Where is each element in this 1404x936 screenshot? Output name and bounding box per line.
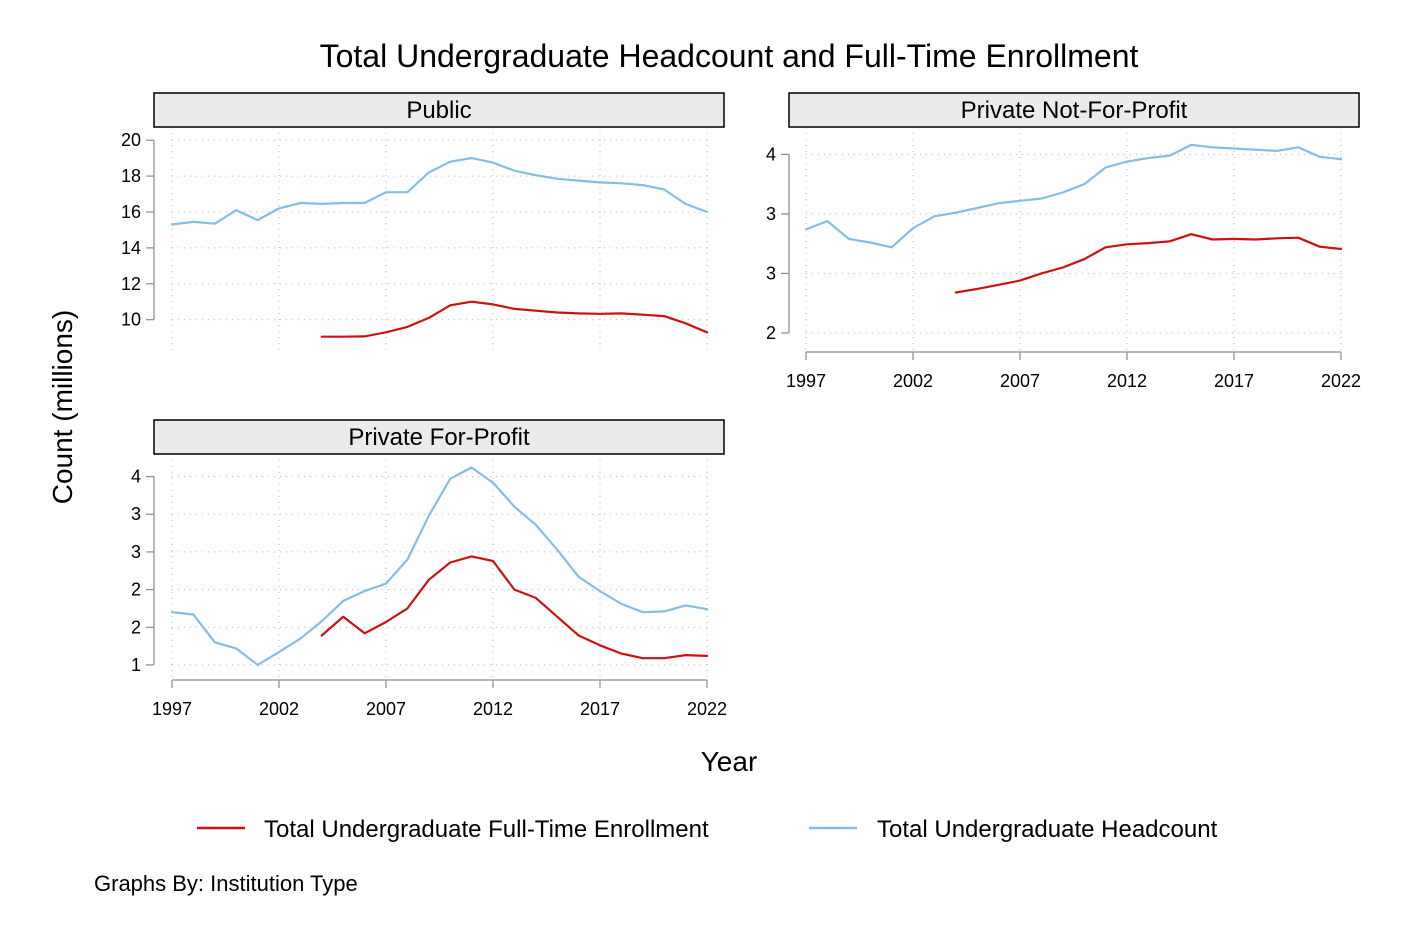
y-tick-label: 2: [131, 580, 141, 600]
y-tick-label: 3: [766, 204, 776, 224]
y-tick-label: 18: [121, 166, 141, 186]
panel-private-for-profit: Private For-Profit 1 2 2 3 3 4 1997 2002 2007 2012…: [131, 419, 727, 719]
x-tick-label: 2022: [1321, 371, 1361, 391]
y-tick-label: 2: [766, 323, 776, 343]
panel-public: Public 10 12 14 16 18 20: [121, 92, 725, 352]
legend: Total Undergraduate Full-Time Enrollment…: [197, 816, 1218, 843]
series-line-private-for-profit-total-undergraduate-full-time-enrollment: [320, 555, 709, 660]
strip-label-private-not-for-profit: Private Not-For-Profit: [961, 97, 1188, 124]
x-tick-label: 1997: [786, 371, 826, 391]
x-tick-label: 2012: [1107, 371, 1147, 391]
strip-label-private-for-profit: Private For-Profit: [348, 424, 530, 451]
series-line-private-not-for-profit-total-undergraduate-headcount: [804, 143, 1343, 249]
graphs-by-note: Graphs By: Institution Type: [94, 871, 358, 896]
x-tick-label: 2002: [893, 371, 933, 391]
series-line-public-total-undergraduate-headcount: [170, 157, 709, 226]
y-tick-label: 16: [121, 202, 141, 222]
x-tick-label: 2022: [687, 699, 727, 719]
legend-label-headcount: Total Undergraduate Headcount: [877, 816, 1218, 843]
y-tick-label: 3: [131, 542, 141, 562]
y-tick-label: 20: [121, 130, 141, 150]
strip-private-for-profit: [153, 419, 725, 455]
strip-private-not-for-profit: [788, 92, 1360, 128]
x-tick-label: 2002: [259, 699, 299, 719]
y-tick-label: 10: [121, 310, 141, 330]
x-tick-label: 2017: [1214, 371, 1254, 391]
strip-label-public: Public: [406, 97, 471, 124]
y-tick-label: 14: [121, 238, 141, 258]
y-tick-label: 4: [766, 144, 776, 164]
x-tick-label: 1997: [152, 699, 192, 719]
y-tick-label: 2: [131, 617, 141, 637]
series-line-private-for-profit-total-undergraduate-headcount: [170, 466, 709, 667]
x-tick-label: 2007: [366, 699, 406, 719]
x-tick-label: 2012: [473, 699, 513, 719]
y-tick-label: 1: [131, 655, 141, 675]
y-axis-title: Count (millions): [47, 310, 78, 505]
x-tick-label: 2017: [580, 699, 620, 719]
strip-public: [153, 92, 725, 128]
y-tick-label: 3: [766, 263, 776, 283]
series-line-public-total-undergraduate-full-time-enrollment: [320, 300, 709, 338]
chart-title: Total Undergraduate Headcount and Full-T…: [320, 38, 1139, 74]
y-tick-label: 3: [131, 504, 141, 524]
series-line-private-not-for-profit-total-undergraduate-full-time-enrollment: [954, 233, 1343, 294]
x-tick-label: 2007: [1000, 371, 1040, 391]
x-axis-title: Year: [701, 746, 758, 777]
y-tick-label: 12: [121, 274, 141, 294]
legend-label-full-time-enrollment: Total Undergraduate Full-Time Enrollment: [264, 816, 709, 843]
panel-private-not-for-profit: Private Not-For-Profit 2 3 3 4 1997 2002 2007 20…: [766, 92, 1361, 391]
y-tick-label: 4: [131, 467, 141, 487]
